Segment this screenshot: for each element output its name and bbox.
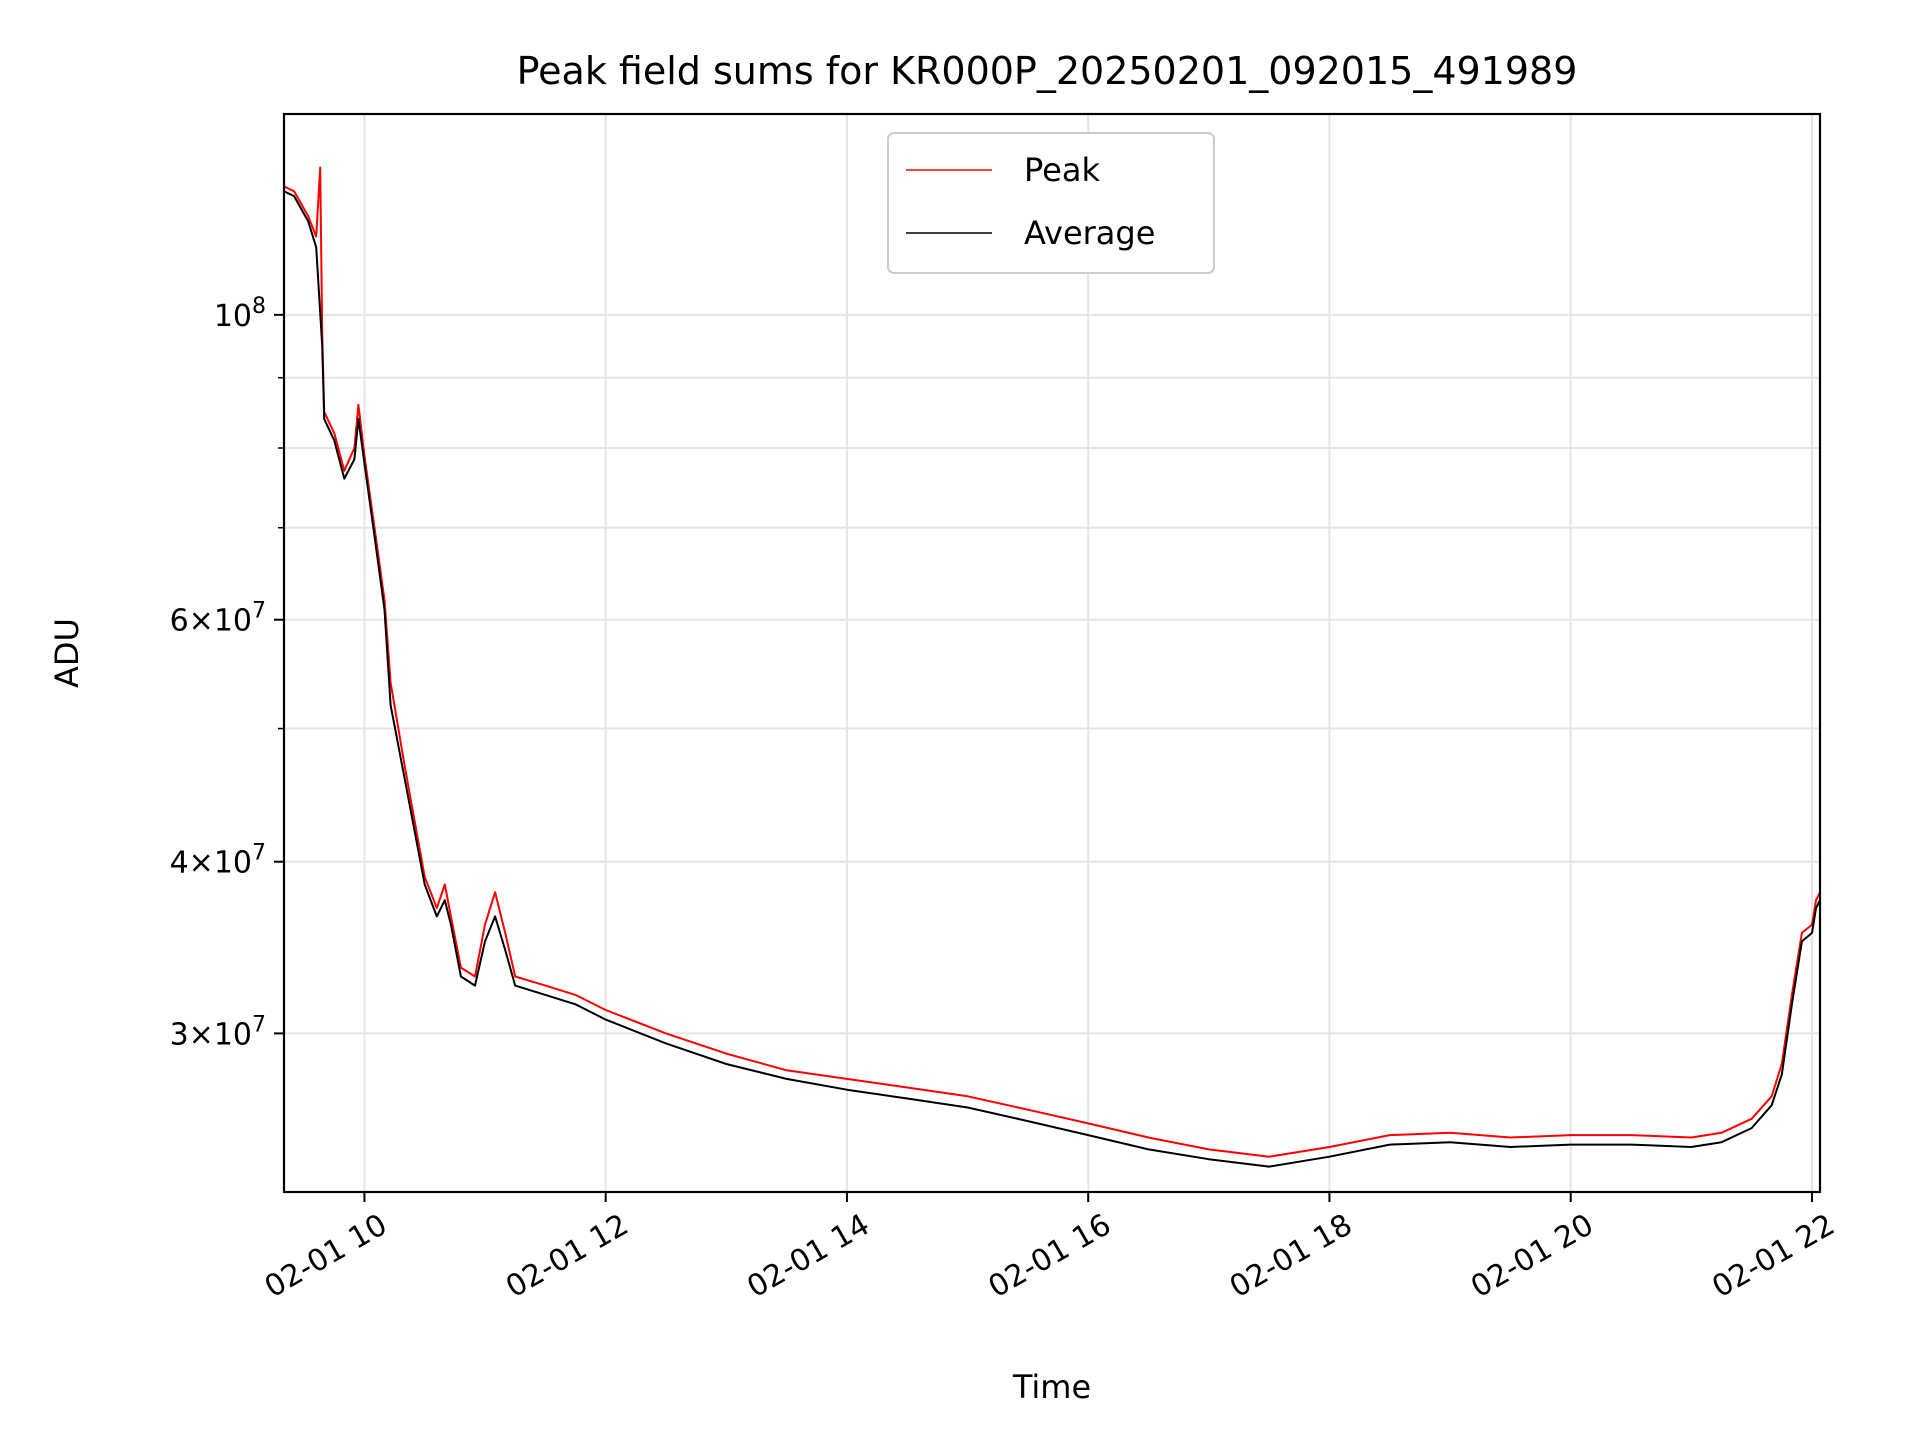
y-tick-base: 6	[170, 604, 189, 639]
x-axis-title: Time	[1012, 1368, 1091, 1406]
y-tick-exponent: 7	[252, 1012, 266, 1037]
y-tick-exponent: 7	[252, 841, 266, 866]
y-tick-times: ×	[189, 846, 214, 881]
y-tick-times: ×	[189, 1017, 214, 1052]
chart-title: Peak field sums for KR000P_20250201_0920…	[517, 49, 1578, 93]
y-tick-base: 3	[170, 1017, 189, 1052]
series-line-average	[283, 190, 1821, 1168]
y-tick-ten: 10	[214, 299, 252, 334]
y-tick-label: 108	[214, 294, 266, 334]
legend-label-peak: Peak	[1024, 151, 1100, 189]
y-tick-ten: 10	[214, 846, 252, 881]
y-tick-times: ×	[189, 604, 214, 639]
series-lines	[283, 166, 1821, 1168]
plot-frame	[282, 112, 1822, 1194]
y-tick-label: 6×107	[170, 599, 266, 639]
y-tick-exponent: 8	[252, 294, 266, 319]
y-tick-ten: 10	[214, 604, 252, 639]
series-line-peak	[283, 166, 1821, 1158]
y-axis-title: ADU	[48, 618, 86, 688]
y-tick-label: 3×107	[170, 1012, 266, 1052]
y-tick-label: 4×107	[170, 841, 266, 881]
legend-box	[887, 132, 1215, 274]
legend-label-average: Average	[1024, 214, 1155, 252]
grid-lines	[284, 114, 1820, 1192]
y-tick-exponent: 7	[252, 599, 266, 624]
legend: Peak Average	[887, 132, 1215, 274]
y-tick-base: 4	[170, 846, 189, 881]
y-tick-ten: 10	[214, 1017, 252, 1052]
